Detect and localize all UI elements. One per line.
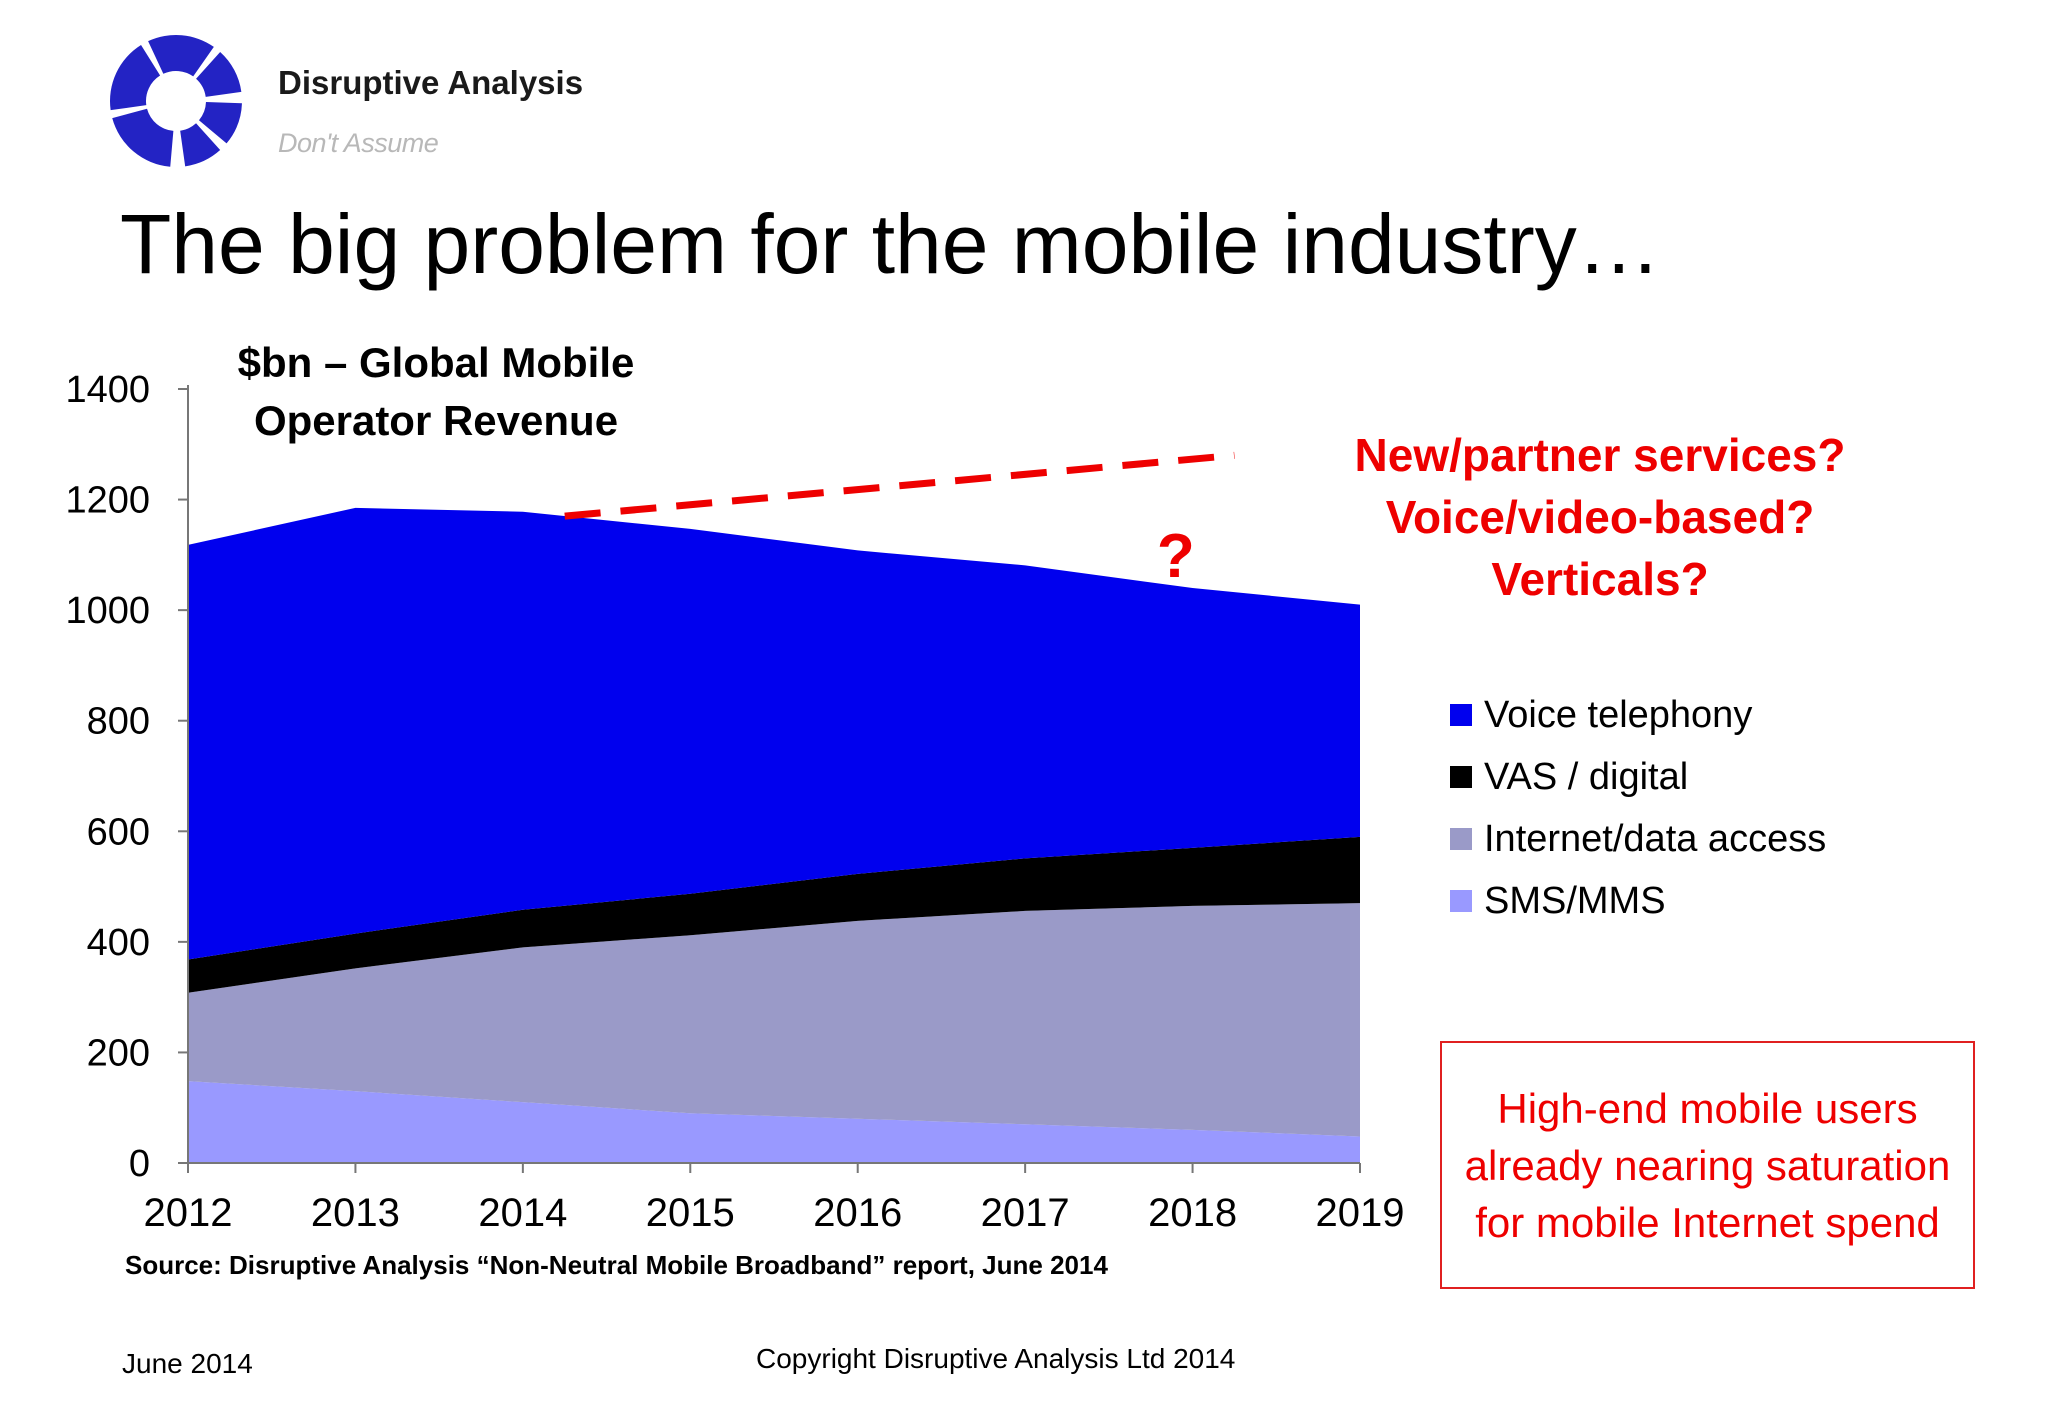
saturation-note-text: High-end mobile users already nearing sa… (1464, 1084, 1951, 1246)
brand-name: Disruptive Analysis (278, 64, 584, 101)
y-tick-label: 0 (129, 1143, 150, 1185)
callout-line-1: New/partner services? (1354, 429, 1846, 481)
logo-segment-2 (148, 34, 214, 77)
disruptive-analysis-logo-icon (110, 34, 242, 167)
x-tick-label: 2014 (478, 1191, 567, 1235)
brand-tagline: Don't Assume (278, 128, 439, 158)
logo-segment-1 (110, 45, 161, 111)
y-tick-label: 1400 (65, 369, 150, 411)
question-callout: New/partner services? Voice/video-based?… (1300, 424, 1900, 610)
saturation-note-box: High-end mobile users already nearing sa… (1440, 1041, 1975, 1289)
chart-annotations: ? (564, 451, 1235, 591)
logo-segment-3 (196, 51, 242, 97)
logo-segment-4 (198, 102, 242, 144)
y-tick-label: 800 (87, 701, 150, 743)
legend-swatch (1450, 766, 1472, 788)
legend-label: VAS / digital (1484, 756, 1689, 798)
legend-item: VAS / digital (1450, 746, 1826, 808)
logo-segment-0 (112, 108, 174, 167)
question-mark-label: ? (1157, 522, 1195, 591)
legend-item: Internet/data access (1450, 808, 1826, 870)
y-tick-label: 1000 (65, 590, 150, 632)
legend-item: SMS/MMS (1450, 870, 1826, 932)
source-note: Source: Disruptive Analysis “Non-Neutral… (125, 1250, 1108, 1280)
y-tick-label: 400 (87, 922, 150, 964)
logo-segment-5 (180, 123, 221, 167)
legend-swatch (1450, 890, 1472, 912)
chart-axes: 0 200 400 600 800 1000 1200 1400 2012 2013 2014 201… (65, 369, 1404, 1235)
x-tick-label: 2017 (981, 1191, 1070, 1235)
area-voice-telephony (188, 507, 1360, 960)
legend-item: Voice telephony (1450, 684, 1826, 746)
callout-line-2: Voice/video-based? (1385, 491, 1815, 543)
chart-areas (188, 507, 1360, 1163)
y-tick-label: 600 (87, 811, 150, 853)
chart-title-line-1: $bn – Global Mobile (237, 339, 635, 386)
x-tick-label: 2018 (1148, 1191, 1237, 1235)
slide-title: The big problem for the mobile industry… (120, 197, 1661, 291)
legend-label: Voice telephony (1484, 694, 1753, 736)
chart-title-line-2: Operator Revenue (253, 397, 619, 444)
x-tick-label: 2016 (813, 1191, 902, 1235)
area-sms-mms (188, 1081, 1360, 1163)
callout-line-3: Verticals? (1491, 553, 1709, 605)
footer-copyright: Copyright Disruptive Analysis Ltd 2014 (756, 1343, 1236, 1374)
x-tick-label: 2013 (311, 1191, 400, 1235)
y-tick-label: 200 (87, 1032, 150, 1074)
chart-title: $bn – Global Mobile Operator Revenue (196, 334, 676, 450)
x-tick-label: 2015 (646, 1191, 735, 1235)
area-internet-data-access (188, 903, 1360, 1137)
footer-date: June 2014 (122, 1348, 253, 1379)
x-tick-label: 2012 (144, 1191, 233, 1235)
legend-swatch (1450, 704, 1472, 726)
legend-label: Internet/data access (1484, 818, 1827, 860)
trend-dashed-line (564, 451, 1235, 520)
area-vas-digital (188, 836, 1360, 993)
chart-legend: Voice telephony VAS / digital Internet/dat… (1450, 684, 1826, 932)
y-tick-label: 1200 (65, 480, 150, 522)
x-tick-label: 2019 (1316, 1191, 1405, 1235)
legend-label: SMS/MMS (1484, 880, 1666, 922)
legend-swatch (1450, 828, 1472, 850)
